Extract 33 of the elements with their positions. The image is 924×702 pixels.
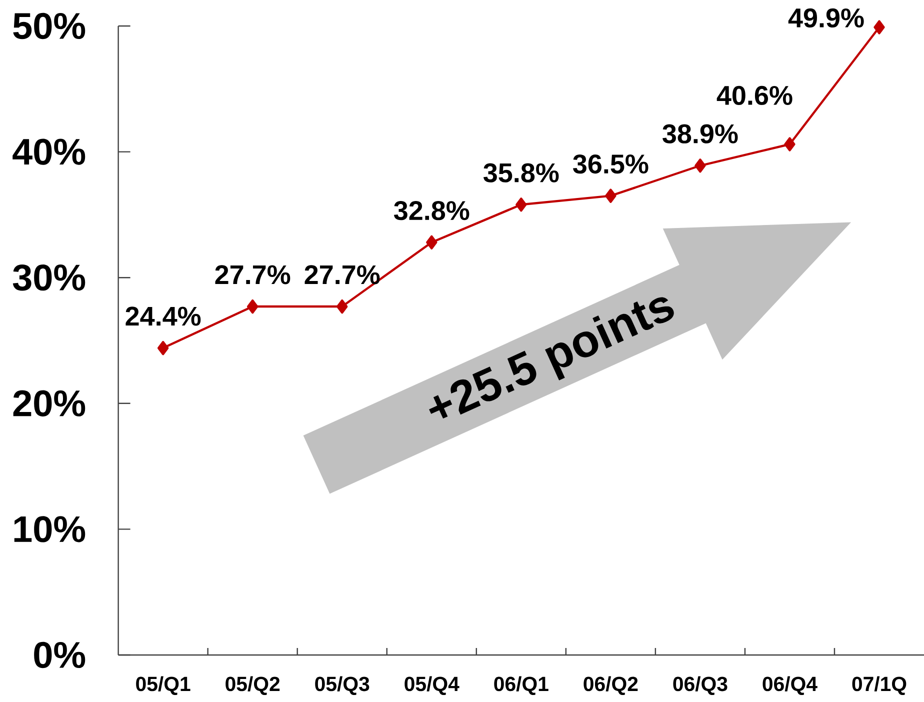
data-label: 36.5% (573, 154, 648, 174)
x-tick-label: 05/Q4 (404, 676, 460, 695)
point (336, 299, 348, 314)
point (516, 198, 527, 212)
point (246, 299, 258, 314)
y-tick-label: 0% (34, 642, 86, 668)
point (157, 340, 169, 356)
point (784, 137, 796, 152)
x-tick-label: 06/Q1 (494, 676, 548, 695)
data-label: 35.8% (484, 163, 559, 182)
data-label: 49.9% (788, 8, 864, 28)
x-tick-label: 06/Q3 (673, 676, 728, 695)
y-tick-label: 40% (12, 138, 86, 165)
data-label: 27.7% (215, 265, 290, 284)
data-label: 24.4% (126, 306, 201, 326)
y-tick-label: 10% (14, 516, 86, 542)
y-tick-label: 30% (12, 264, 86, 291)
data-label: 40.6% (716, 86, 792, 106)
x-tick-label: 05/Q2 (226, 676, 280, 695)
point (605, 188, 616, 203)
point (426, 235, 438, 250)
point (874, 20, 885, 34)
x-tick-label: 05/Q3 (315, 676, 370, 695)
point (694, 158, 706, 173)
data-label: 27.7% (304, 265, 380, 284)
data-label: 32.8% (394, 201, 470, 220)
x-tick-label: 07/1Q (852, 676, 906, 695)
y-tick-label: 20% (13, 390, 86, 416)
y-tick-label: 50% (13, 12, 86, 40)
x-tick-label: 06/Q4 (762, 676, 818, 695)
data-label: 38.9% (662, 124, 738, 144)
x-tick-label: 05/Q1 (136, 676, 190, 695)
x-tick-label: 06/Q2 (584, 676, 638, 695)
